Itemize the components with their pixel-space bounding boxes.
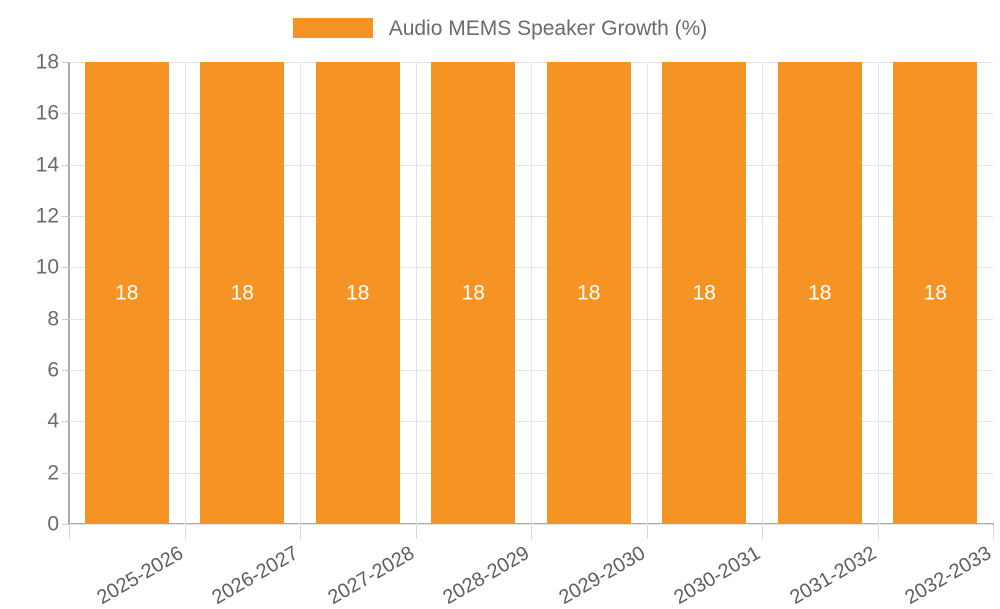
x-axis-tick-mark xyxy=(762,525,763,539)
grid-line-vertical xyxy=(416,62,417,524)
legend-item-audio-mems-speaker-growth[interactable]: Audio MEMS Speaker Growth (%) xyxy=(292,16,708,40)
y-axis-tick-label: 8 xyxy=(47,307,59,331)
x-axis-tick-mark xyxy=(416,525,417,539)
bar-value-label: 18 xyxy=(692,281,716,305)
bar[interactable]: 18 xyxy=(546,62,631,524)
x-axis-tick-label: 2025-2026 xyxy=(93,542,187,609)
bar-series: 18 18 18 18 18 18 18 18 xyxy=(69,62,993,524)
y-axis-tick-label: 16 xyxy=(35,101,59,125)
y-axis-tick-mark xyxy=(62,267,69,269)
y-axis-tick-label: 4 xyxy=(47,409,59,433)
x-axis-tick-mark xyxy=(531,525,532,539)
x-axis-tick-label: 2027-2028 xyxy=(324,542,418,609)
legend-label: Audio MEMS Speaker Growth (%) xyxy=(388,16,708,40)
y-axis-tick-mark xyxy=(62,164,69,166)
bar-value-label: 18 xyxy=(346,281,370,305)
x-axis-tick-mark xyxy=(878,525,879,539)
y-axis-tick-mark xyxy=(62,216,69,217)
bar[interactable]: 18 xyxy=(84,62,169,524)
y-axis-tick-label: 14 xyxy=(35,153,59,177)
x-axis-tick-mark xyxy=(647,525,648,539)
x-axis-tick-label: 2029-2030 xyxy=(555,542,649,609)
y-axis-tick-label: 0 xyxy=(47,512,59,536)
bar[interactable]: 18 xyxy=(777,62,862,524)
x-axis-tick-label: 2030-2031 xyxy=(670,542,765,609)
grid-line-vertical xyxy=(878,62,879,524)
bar[interactable]: 18 xyxy=(893,62,978,524)
x-axis-tick-mark xyxy=(993,525,994,539)
y-axis-line xyxy=(68,62,70,525)
grid-line-vertical xyxy=(531,62,532,524)
y-axis-tick-mark xyxy=(62,62,69,63)
bar-value-label: 18 xyxy=(461,281,485,305)
bar[interactable]: 18 xyxy=(431,62,516,524)
grid-line-vertical xyxy=(647,62,648,524)
x-axis-tick-label-text: 2027-2028 xyxy=(324,542,418,609)
x-axis-tick-label-text: 2029-2030 xyxy=(555,542,649,609)
y-axis: 0 2 4 6 8 10 12 14 16 18 xyxy=(0,0,69,600)
grid-line-vertical xyxy=(185,62,186,524)
y-axis-tick-label: 6 xyxy=(47,358,59,382)
y-axis-tick-mark xyxy=(62,113,69,115)
plot-area: 18 18 18 18 18 18 18 18 xyxy=(69,62,993,525)
grid-line-vertical xyxy=(300,62,301,524)
y-axis-tick-label: 12 xyxy=(35,204,59,228)
x-axis-tick-label-text: 2028-2029 xyxy=(439,542,534,609)
bar-value-label: 18 xyxy=(808,281,832,305)
x-axis-tick-mark xyxy=(69,525,70,539)
bar-value-label: 18 xyxy=(115,281,139,305)
x-axis-tick-label: 2026-2027 xyxy=(208,542,303,609)
y-axis-tick-label: 18 xyxy=(35,50,59,74)
legend-color-swatch-icon xyxy=(292,18,373,38)
x-axis-tick-label-text: 2026-2027 xyxy=(208,542,303,609)
y-axis-tick-label: 2 xyxy=(47,461,59,485)
grid-line-horizontal xyxy=(69,524,993,525)
x-axis-tick-mark xyxy=(300,525,301,539)
bar[interactable]: 18 xyxy=(662,62,747,524)
y-axis-tick-mark xyxy=(62,318,69,320)
y-axis-tick-label: 10 xyxy=(35,255,59,279)
x-axis-tick-mark xyxy=(185,525,186,539)
bar-value-label: 18 xyxy=(923,281,947,305)
x-axis-tick-label-text: 2032-2033 xyxy=(901,542,996,609)
x-axis-tick-label-text: 2025-2026 xyxy=(93,542,187,609)
x-axis-tick-label: 2028-2029 xyxy=(439,542,534,609)
bar[interactable]: 18 xyxy=(315,62,400,524)
chart-legend: Audio MEMS Speaker Growth (%) xyxy=(0,12,1000,44)
x-axis-tick-label: 2032-2033 xyxy=(901,542,996,609)
y-axis-tick-mark xyxy=(62,524,69,525)
bar-value-label: 18 xyxy=(230,281,254,305)
bar-value-label: 18 xyxy=(577,281,601,305)
x-axis-tick-label-text: 2031-2032 xyxy=(786,542,880,609)
bar[interactable]: 18 xyxy=(200,62,285,524)
y-axis-tick-mark xyxy=(62,421,69,423)
y-axis-tick-mark xyxy=(62,370,69,371)
y-axis-tick-mark xyxy=(62,472,69,474)
x-axis-tick-label: 2031-2032 xyxy=(786,542,880,609)
grid-line-vertical xyxy=(762,62,763,524)
x-axis-tick-label-text: 2030-2031 xyxy=(670,542,765,609)
